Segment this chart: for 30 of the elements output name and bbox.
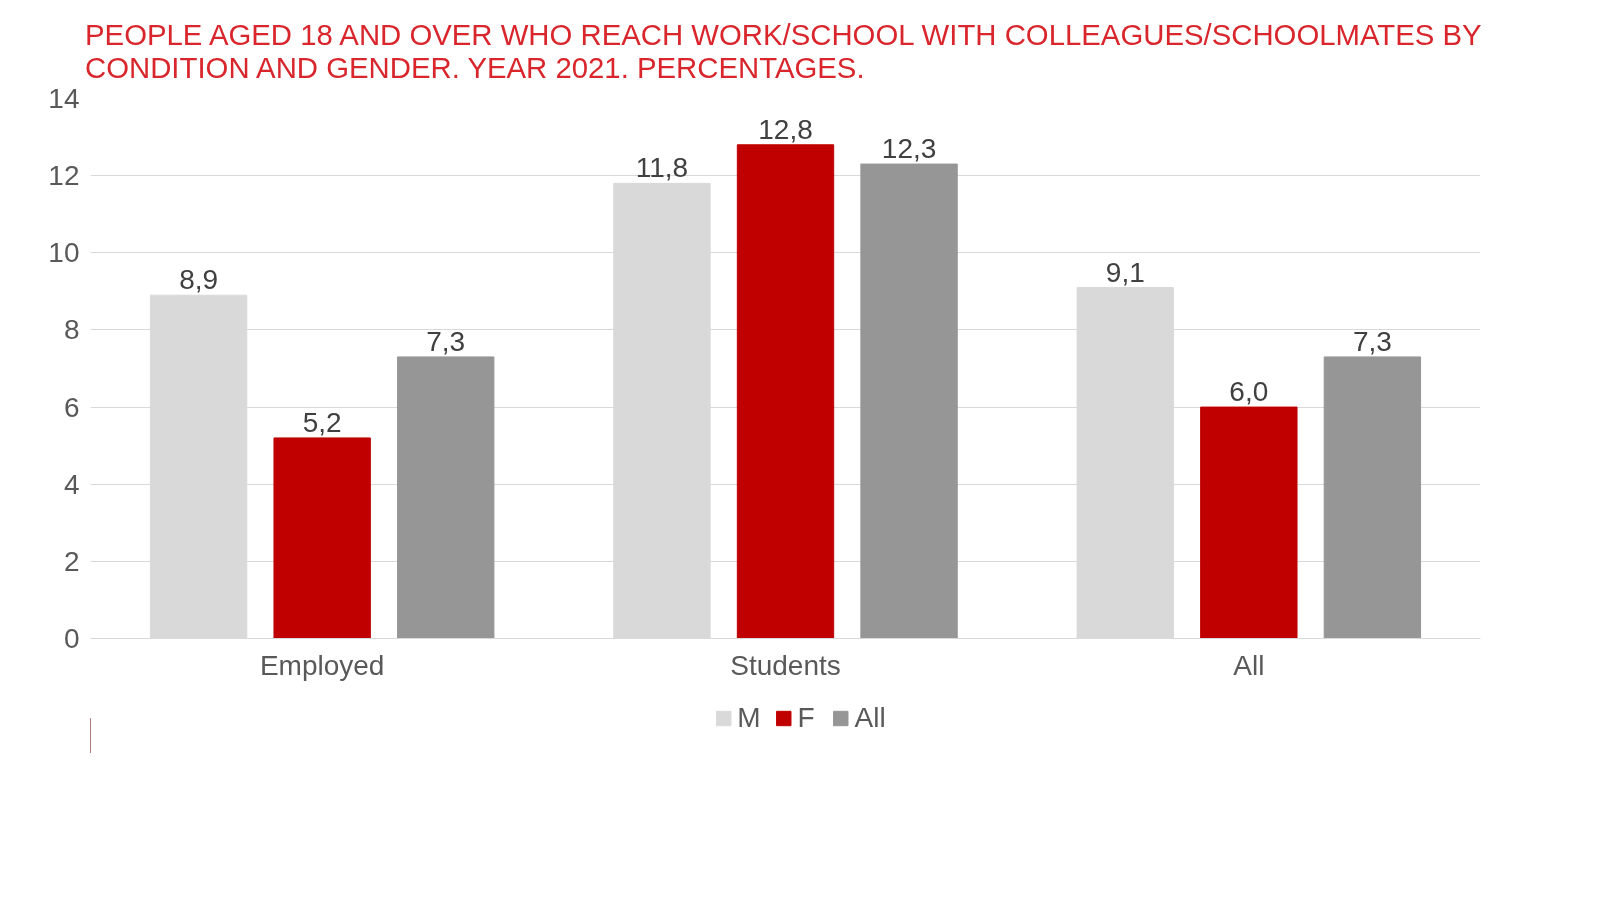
data-label: 9,1 [1105,256,1145,288]
data-label: 8,9 [179,264,219,296]
chart-title: PEOPLE AGED 18 AND OVER WHO REACH WORK/SCHOOL WITH COLLEAGUES/SCHOOLMATES BY CONDITION AND GENDER. YEAR 2021. PERCENTAGES. [85,17,1482,84]
bar [1323,356,1422,639]
data-label: 7,3 [426,325,466,357]
bar [397,356,495,639]
y-tick-label: 4 [63,468,80,500]
data-label: 12,8 [758,113,813,145]
y-tick-label: 10 [48,237,80,269]
data-label: 12,3 [881,133,937,165]
y-tick-label: 2 [63,545,80,577]
data-label: 5,2 [302,406,342,438]
x-tick-label: Employed [259,649,385,681]
y-tick-label: 6 [63,391,80,423]
legend-label: All [854,702,886,734]
x-tick-label: All [1233,649,1265,681]
data-label: 11,8 [635,152,689,184]
bar [1200,406,1298,639]
data-label: 7,3 [1352,325,1392,357]
bar [736,144,835,639]
y-tick-label: 14 [48,83,80,114]
y-tick-label: 0 [63,623,80,654]
y-tick-label: 12 [48,160,80,192]
bar [860,163,958,639]
y-tick-label: 8 [63,314,80,346]
legend-label: M [737,702,761,734]
x-tick-label: Students [730,649,841,681]
bar [273,437,371,639]
legend-label: F [797,702,816,734]
data-label: 6,0 [1229,376,1269,408]
